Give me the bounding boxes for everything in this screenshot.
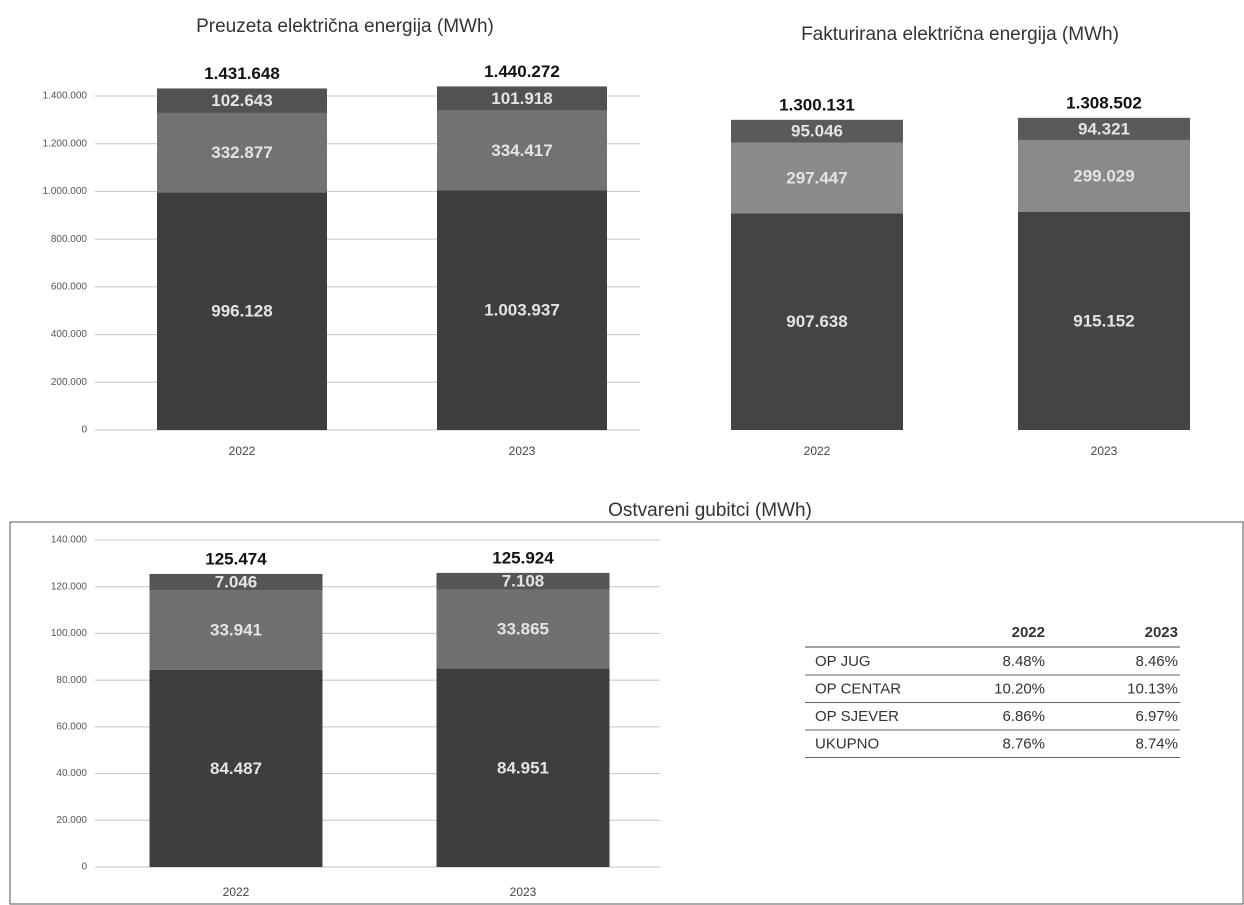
- total-label: 125.924: [492, 548, 554, 567]
- table-cell: 6.86%: [1002, 708, 1045, 725]
- bar-segment: [436, 572, 610, 590]
- bar-segment: [157, 112, 327, 193]
- y-tick-label: 600.000: [51, 281, 88, 292]
- y-tick-label: 200.000: [51, 377, 88, 388]
- value-label: 33.865: [497, 620, 549, 639]
- value-label: 915.152: [1073, 311, 1134, 330]
- y-tick-label: 80.000: [56, 675, 87, 686]
- total-label: 1.440.272: [484, 62, 560, 81]
- bar-segment: [1018, 117, 1190, 141]
- total-label: 1.431.648: [204, 64, 280, 83]
- value-label: 101.918: [491, 89, 552, 108]
- y-tick-label: 100.000: [51, 628, 88, 639]
- y-tick-label: 20.000: [56, 815, 87, 826]
- chart-frame: [9, 521, 1244, 905]
- y-tick-label: 140.000: [51, 535, 88, 546]
- bar-segment: [436, 589, 610, 669]
- x-tick-label: 2023: [1091, 444, 1118, 458]
- value-label: 94.321: [1078, 120, 1130, 139]
- bar-segment: [157, 88, 327, 113]
- table-cell: 6.97%: [1135, 708, 1178, 725]
- value-label: 84.951: [497, 758, 549, 777]
- table-cell: OP SJEVER: [815, 708, 899, 725]
- chart-title: Preuzeta električna energija (MWh): [196, 16, 494, 37]
- bar-segment: [731, 142, 903, 214]
- bar-segment: [149, 590, 323, 670]
- bar-segment: [437, 110, 607, 191]
- value-label: 299.029: [1073, 166, 1134, 185]
- value-label: 7.108: [502, 572, 545, 591]
- table-cell: 8.48%: [1002, 653, 1045, 670]
- table-cell: 8.46%: [1135, 653, 1178, 670]
- table-cell: 8.76%: [1002, 735, 1045, 752]
- y-tick-label: 800.000: [51, 234, 88, 245]
- total-label: 1.300.131: [779, 95, 855, 114]
- bar-segment: [149, 669, 323, 867]
- value-label: 332.877: [211, 143, 272, 162]
- bar-segment: [1018, 140, 1190, 212]
- table-header: 2022: [1012, 624, 1045, 641]
- y-tick-label: 40.000: [56, 768, 87, 779]
- x-tick-label: 2023: [510, 885, 537, 899]
- table-cell: 10.13%: [1127, 680, 1178, 697]
- x-tick-label: 2022: [229, 444, 256, 458]
- bar-segment: [157, 192, 327, 430]
- y-tick-label: 1.000.000: [43, 186, 88, 197]
- table-header: 2023: [1145, 624, 1178, 641]
- y-tick-label: 120.000: [51, 581, 88, 592]
- x-tick-label: 2023: [509, 444, 536, 458]
- bar-segment: [437, 190, 607, 430]
- y-tick-label: 1.400.000: [43, 91, 88, 102]
- value-label: 297.447: [786, 168, 847, 187]
- y-tick-label: 0: [81, 862, 87, 873]
- bar-segment: [437, 86, 607, 111]
- total-label: 1.308.502: [1066, 93, 1142, 112]
- table-cell: 8.74%: [1135, 735, 1178, 752]
- value-label: 7.046: [215, 573, 258, 592]
- table-cell: OP JUG: [815, 653, 871, 670]
- value-label: 95.046: [791, 122, 843, 141]
- bar-segment: [731, 213, 903, 430]
- table-cell: OP CENTAR: [815, 680, 901, 697]
- table-cell: 10.20%: [994, 680, 1045, 697]
- value-label: 907.638: [786, 312, 847, 331]
- y-tick-label: 60.000: [56, 721, 87, 732]
- chart-title: Ostvareni gubitci (MWh): [608, 500, 812, 521]
- bar-segment: [731, 119, 903, 143]
- value-label: 996.128: [211, 302, 272, 321]
- x-tick-label: 2022: [223, 885, 250, 899]
- y-tick-label: 1.200.000: [43, 138, 88, 149]
- value-label: 1.003.937: [484, 301, 560, 320]
- bar-segment: [436, 668, 610, 867]
- bar-segment: [149, 573, 323, 591]
- chart-title: Fakturirana električna energija (MWh): [801, 24, 1119, 45]
- x-tick-label: 2022: [804, 444, 831, 458]
- y-tick-label: 400.000: [51, 329, 88, 340]
- table-cell: UKUPNO: [815, 735, 879, 752]
- value-label: 84.487: [210, 759, 262, 778]
- value-label: 33.941: [210, 621, 262, 640]
- value-label: 102.643: [211, 91, 272, 110]
- bar-segment: [1018, 211, 1190, 430]
- total-label: 125.474: [205, 549, 267, 568]
- y-tick-label: 0: [81, 425, 87, 436]
- value-label: 334.417: [491, 141, 552, 160]
